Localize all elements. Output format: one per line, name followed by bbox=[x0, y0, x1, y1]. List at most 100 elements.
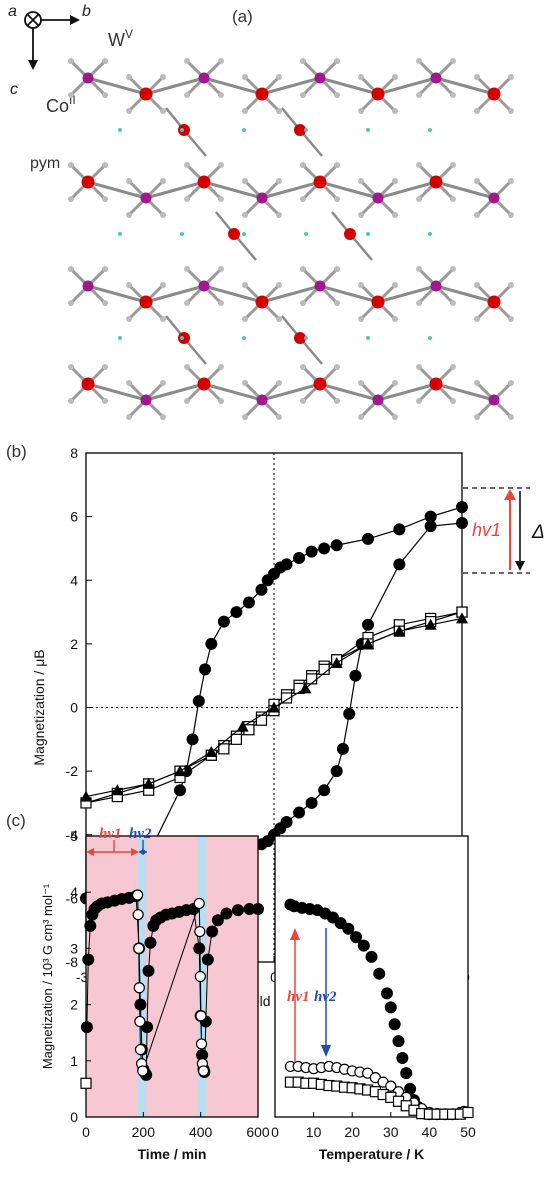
chart-b-point bbox=[268, 701, 280, 713]
chart-b-ytick-label: -4 bbox=[66, 827, 79, 843]
axis-b-label: b bbox=[82, 3, 91, 20]
chart-c-left-ytick-label: 5 bbox=[70, 828, 78, 844]
ligand-atom bbox=[68, 299, 75, 306]
chart-b-point bbox=[306, 673, 318, 685]
cyanide-bridge bbox=[435, 284, 495, 304]
ligand-atom bbox=[391, 178, 398, 185]
chart-b-point bbox=[186, 733, 199, 746]
cobalt-atom bbox=[487, 87, 501, 101]
chart-b-point bbox=[318, 542, 331, 555]
hv1-annotation-b: hv1 bbox=[472, 520, 501, 540]
axis-a-label: a bbox=[8, 3, 17, 20]
chart-b-ytick-label: 2 bbox=[70, 636, 78, 652]
chart-c-left-point bbox=[144, 936, 157, 949]
chart-c-right-point bbox=[400, 1067, 413, 1080]
cyanide-bridge bbox=[203, 284, 263, 304]
chart-c-left-point bbox=[134, 1043, 147, 1056]
cyanide-bridge bbox=[319, 284, 379, 304]
chart-b-point bbox=[305, 796, 318, 809]
chart-b-point bbox=[218, 743, 230, 755]
ligand-atom bbox=[333, 266, 340, 273]
ligand-atom bbox=[242, 413, 249, 420]
water-molecule bbox=[118, 232, 122, 236]
hv-arrows-temperature bbox=[290, 928, 331, 1062]
ligand-atom bbox=[275, 380, 282, 387]
ligand-atom bbox=[474, 107, 481, 114]
chart-c-left-point bbox=[252, 903, 264, 916]
chart-b-point bbox=[80, 790, 92, 802]
chart-c-left-point bbox=[211, 914, 224, 927]
ligand-atom bbox=[333, 58, 340, 65]
ligand-atom bbox=[449, 266, 456, 273]
cobalt-atom bbox=[197, 175, 211, 189]
chart-c-right-point bbox=[396, 1051, 409, 1064]
ligand-atom bbox=[474, 413, 481, 420]
chart-c-right-point bbox=[357, 939, 370, 952]
water-molecule bbox=[428, 232, 432, 236]
panel-b-label: (b) bbox=[6, 442, 27, 461]
chart-c-right-point bbox=[392, 1035, 405, 1048]
ligand-atom bbox=[358, 107, 365, 114]
chart-c-left-point bbox=[80, 1077, 92, 1089]
axis-triad-icon bbox=[24, 11, 80, 70]
ligand-atom bbox=[391, 413, 398, 420]
chart-b-ytick-label: -8 bbox=[66, 954, 79, 970]
chart-c-right-point bbox=[350, 931, 363, 944]
chart-b-point bbox=[255, 583, 268, 596]
tungsten-atom bbox=[430, 280, 442, 292]
ligand-atom bbox=[333, 162, 340, 169]
chart-c-left-point bbox=[195, 1038, 208, 1050]
ligand-atom bbox=[217, 58, 224, 65]
chart-b-point bbox=[174, 784, 186, 797]
chart-c-left-point bbox=[194, 970, 206, 983]
chart-c-left-ylabel: Magnetization / 10³ G cm³ mol⁻¹ bbox=[40, 883, 55, 1069]
tungsten-atom bbox=[430, 72, 442, 84]
ligand-atom bbox=[159, 107, 166, 114]
ligand-atom bbox=[275, 178, 282, 185]
chart-b-point bbox=[393, 523, 406, 536]
ligand-atom bbox=[242, 315, 249, 322]
cobalt-atom bbox=[81, 175, 95, 189]
ligand-atom bbox=[358, 380, 365, 387]
ligand-atom bbox=[507, 178, 514, 185]
ligand-atom bbox=[242, 380, 249, 387]
cobalt-atom bbox=[139, 295, 153, 309]
tungsten-atom bbox=[314, 280, 326, 292]
ligand-atom bbox=[242, 74, 249, 81]
ligand-atom bbox=[217, 266, 224, 273]
ligand-atom bbox=[126, 315, 133, 322]
chart-c-left-frame bbox=[85, 835, 259, 1118]
cyanide-bridge bbox=[261, 180, 321, 200]
chart-c-left-point bbox=[197, 1065, 210, 1077]
chart-c-right-xtick-label: 10 bbox=[306, 1124, 322, 1140]
ligand-atom bbox=[159, 74, 166, 81]
ligand-atom bbox=[416, 299, 423, 306]
ligand-atom bbox=[68, 397, 75, 404]
tungsten-atom bbox=[488, 394, 500, 406]
tungsten-atom bbox=[256, 394, 268, 406]
cobalt-atom bbox=[429, 377, 443, 391]
ligand-atom bbox=[300, 91, 307, 98]
ligand-atom bbox=[101, 364, 108, 371]
chart-c-left-xtick-label: 400 bbox=[189, 1124, 213, 1140]
chart-b-ytick-label: 0 bbox=[70, 700, 78, 716]
chart-c-left-point bbox=[206, 925, 219, 938]
ligand-atom bbox=[449, 364, 456, 371]
chart-c-left-point bbox=[201, 953, 214, 966]
ligand-atom bbox=[391, 107, 398, 114]
chart-c-left-xtick-label: 200 bbox=[132, 1124, 156, 1140]
chart-c-left-point bbox=[134, 1015, 146, 1028]
chart-b-point bbox=[205, 746, 218, 758]
delta-label: Δ bbox=[531, 522, 545, 543]
chart-c-left-xlabel: Time / min bbox=[138, 1146, 207, 1162]
ligand-atom bbox=[101, 91, 108, 98]
chart-b-point bbox=[318, 784, 331, 797]
cyanide-bridge bbox=[435, 180, 495, 200]
chart-c-left-point bbox=[134, 998, 147, 1011]
tungsten-atom bbox=[140, 394, 152, 406]
ligand-atom bbox=[416, 162, 423, 169]
chart-c-left-point bbox=[194, 925, 206, 938]
ligand-atom bbox=[68, 364, 75, 371]
ligand-atom bbox=[126, 413, 133, 420]
